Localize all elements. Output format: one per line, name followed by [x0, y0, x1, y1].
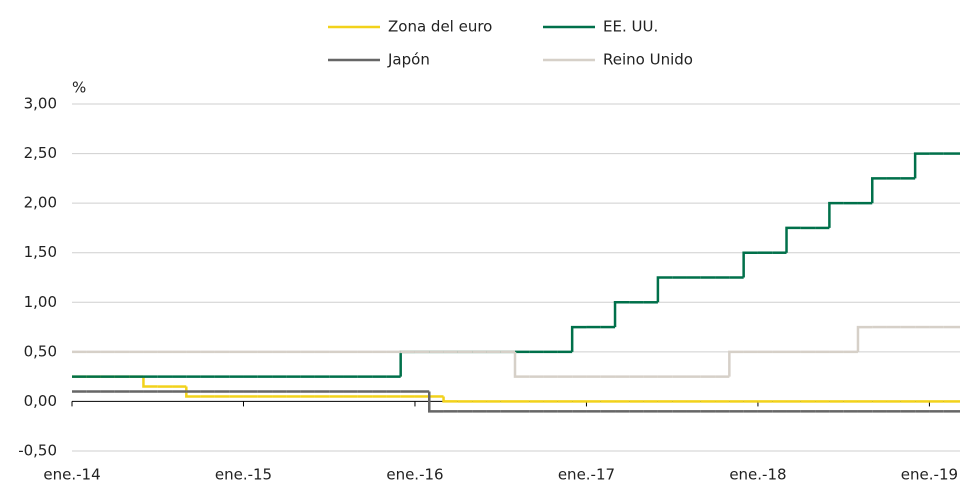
- step-segment: [856, 325, 873, 352]
- y-tick-label: 0,50: [24, 342, 57, 360]
- step-segment: [828, 201, 844, 228]
- x-tick-label: ene.-18: [729, 466, 786, 484]
- y-tick-label: 0,00: [24, 392, 57, 410]
- step-segment: [656, 276, 673, 303]
- y-tick-label: 3,00: [24, 95, 57, 113]
- step-segment: [785, 226, 801, 253]
- series-line: [72, 152, 960, 378]
- step-segment: [742, 251, 758, 278]
- x-tick-label: ene.-15: [215, 466, 272, 484]
- step-segment: [428, 391, 444, 413]
- step-segment: [185, 386, 201, 398]
- step-segment: [570, 325, 587, 352]
- series-line: [72, 390, 960, 413]
- x-tick-label: ene.-17: [558, 466, 615, 484]
- y-tick-label: 2,00: [24, 194, 57, 212]
- legend-label: Zona del euro: [388, 18, 492, 36]
- step-segment: [513, 351, 530, 378]
- series-line: [72, 325, 960, 378]
- legend-label: Reino Unido: [603, 51, 693, 69]
- legend-label: Japón: [387, 51, 430, 69]
- y-tick-label: 1,00: [24, 293, 57, 311]
- y-tick-label: 2,50: [24, 144, 57, 162]
- step-segment: [442, 396, 458, 403]
- step-segment: [399, 350, 415, 377]
- x-tick-label: ene.-16: [386, 466, 443, 484]
- series-line: [72, 375, 960, 403]
- legend-label: EE. UU.: [603, 18, 658, 36]
- y-axis-label: %: [72, 79, 86, 97]
- step-segment: [913, 152, 930, 179]
- step-segment: [142, 376, 158, 388]
- y-tick-label: -0,50: [18, 442, 57, 460]
- x-tick-label: ene.-14: [43, 466, 100, 484]
- step-segment: [871, 177, 887, 204]
- x-tick-label: ene.-19: [901, 466, 958, 484]
- y-tick-label: 1,50: [24, 243, 57, 261]
- step-segment: [613, 301, 630, 328]
- step-segment: [728, 350, 744, 377]
